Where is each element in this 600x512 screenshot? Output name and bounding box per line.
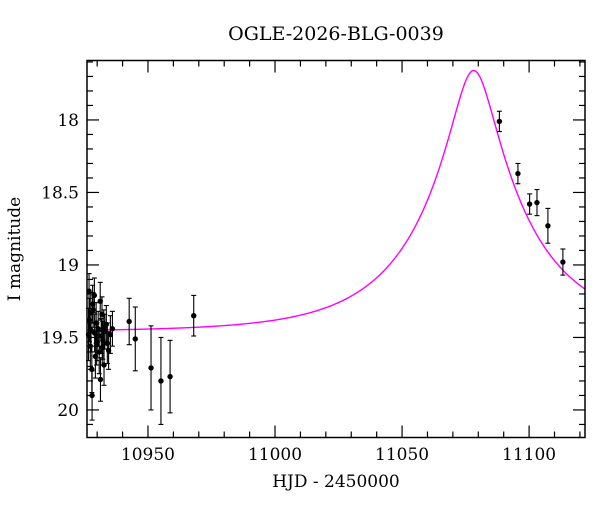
data-point <box>167 339 173 414</box>
data-point-marker <box>545 223 551 229</box>
model-curve-group <box>87 69 585 331</box>
data-points-group <box>85 110 566 426</box>
x-tick-label: 11050 <box>375 445 429 465</box>
data-point-marker <box>107 331 114 338</box>
data-point <box>545 207 551 244</box>
y-tick-label: 19 <box>57 256 79 276</box>
data-point-marker <box>158 378 164 384</box>
y-tick-label: 20 <box>57 401 79 421</box>
data-point-marker <box>126 318 132 325</box>
data-point <box>526 193 533 215</box>
data-point-marker <box>148 365 154 371</box>
data-point <box>158 336 164 426</box>
data-point-marker <box>534 199 540 206</box>
x-tick-label: 11100 <box>502 445 556 465</box>
data-point-marker <box>496 118 503 125</box>
data-point-marker <box>91 292 98 299</box>
x-axis-label: HJD - 2450000 <box>272 472 400 492</box>
data-point-marker <box>526 201 533 207</box>
axis-ticks <box>87 60 585 438</box>
plot-title: OGLE-2026-BLG-0039 <box>228 23 444 45</box>
data-point <box>191 294 197 337</box>
data-point <box>109 310 116 347</box>
data-point <box>148 325 154 411</box>
data-point-marker <box>167 373 173 380</box>
x-tick-label: 11000 <box>248 445 302 465</box>
y-tick-label: 19.5 <box>41 328 79 348</box>
data-point-marker <box>97 376 104 383</box>
data-point-marker <box>515 170 521 177</box>
data-point <box>132 306 138 372</box>
data-point-marker <box>104 340 111 346</box>
data-point <box>534 189 540 217</box>
data-point <box>496 110 503 133</box>
plot-frame <box>86 59 586 439</box>
axis-tick-labels: 10950 11000 11050 11100 18 18.5 19 19.5 20 <box>41 111 556 465</box>
data-point-marker <box>560 259 566 265</box>
y-tick-label: 18 <box>57 111 79 131</box>
data-point <box>560 248 566 276</box>
data-point-marker <box>191 313 197 319</box>
model-curve <box>87 69 585 331</box>
y-tick-label: 18.5 <box>41 183 79 203</box>
data-point <box>126 297 132 346</box>
data-point-marker <box>132 336 138 342</box>
data-point-marker <box>109 326 116 332</box>
x-tick-label: 10950 <box>121 445 175 465</box>
y-axis-label: I magnitude <box>5 197 25 301</box>
data-point <box>515 162 521 185</box>
